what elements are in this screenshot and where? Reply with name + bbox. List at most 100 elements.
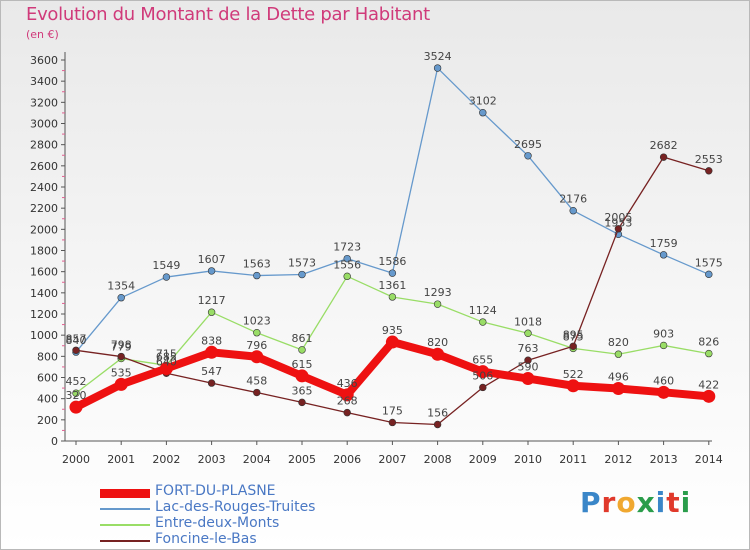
y-tick-label: 2000 [30, 223, 58, 236]
x-tick-label: 2012 [604, 453, 632, 466]
data-label: 1563 [243, 258, 271, 271]
data-label: 875 [563, 330, 584, 343]
data-point [114, 377, 128, 391]
data-label: 838 [201, 334, 222, 347]
x-tick-label: 2013 [650, 453, 678, 466]
chart-subtitle: (en €) [26, 28, 59, 41]
data-label: 496 [608, 371, 629, 384]
x-tick-label: 2008 [424, 453, 452, 466]
data-point [343, 254, 351, 263]
data-point [207, 308, 216, 316]
x-tick-label: 2000 [62, 453, 90, 466]
data-point [388, 418, 397, 427]
data-label: 798 [111, 339, 132, 352]
data-label: 857 [66, 332, 87, 345]
data-label: 1759 [650, 237, 678, 250]
proxiti-logo: Proxiti [580, 486, 691, 519]
data-label: 763 [518, 342, 539, 355]
x-tick-label: 2014 [695, 453, 723, 466]
data-label: 590 [518, 361, 539, 374]
data-point [340, 388, 354, 402]
data-label: 522 [563, 368, 584, 381]
data-point [569, 207, 577, 215]
data-point [479, 383, 487, 392]
data-point [117, 352, 125, 361]
data-label: 779 [111, 341, 132, 354]
data-label: 1607 [198, 253, 226, 266]
data-point [207, 379, 216, 387]
y-tick-label: 1000 [30, 329, 58, 342]
data-label: 156 [427, 406, 448, 419]
data-point [524, 329, 532, 337]
data-label: 820 [608, 336, 629, 349]
logo-letter: P [580, 486, 602, 519]
data-label: 3102 [469, 95, 497, 108]
y-tick-label: 600 [37, 372, 58, 385]
data-label: 268 [337, 395, 358, 408]
data-label: 1575 [695, 256, 723, 269]
data-label: 1549 [152, 259, 180, 272]
data-point [476, 365, 490, 379]
y-tick-label: 3000 [30, 118, 58, 131]
logo-letter: x [636, 486, 656, 519]
data-point [659, 153, 668, 161]
legend-swatch [100, 540, 150, 542]
data-point [162, 273, 171, 281]
data-label: 2682 [650, 139, 678, 152]
data-point [566, 379, 580, 393]
data-point [388, 269, 397, 277]
data-point [253, 388, 261, 397]
data-label: 895 [563, 328, 584, 341]
data-label: 935 [382, 324, 403, 337]
data-point [205, 345, 219, 359]
data-label: 1361 [378, 279, 406, 292]
data-label: 460 [653, 374, 674, 387]
legend-label: Lac-des-Rouges-Truites [155, 499, 316, 515]
data-point [705, 167, 713, 175]
data-point [702, 389, 716, 403]
data-point [524, 152, 532, 160]
y-tick-label: 2600 [30, 160, 58, 173]
data-label: 422 [698, 378, 719, 391]
x-tick-label: 2004 [243, 453, 271, 466]
data-point [433, 300, 442, 308]
data-point [343, 272, 351, 281]
data-label: 458 [246, 375, 267, 388]
data-label: 1723 [333, 241, 361, 254]
data-label: 452 [66, 375, 87, 388]
x-tick-label: 2006 [333, 453, 361, 466]
legend-label: FORT-DU-PLASNE [155, 483, 276, 499]
data-point [431, 347, 445, 361]
data-point [705, 270, 713, 279]
y-tick-label: 3400 [30, 75, 58, 88]
data-point [253, 271, 261, 280]
data-label: 436 [337, 377, 358, 390]
data-label: 1293 [424, 286, 452, 299]
y-tick-label: 3200 [30, 96, 58, 109]
logo-letter: i [655, 486, 667, 519]
data-label: 655 [472, 354, 493, 367]
data-point [521, 372, 535, 386]
data-point [253, 329, 261, 337]
data-point [69, 400, 83, 414]
data-label: 2176 [559, 193, 587, 206]
data-label: 1573 [288, 257, 316, 270]
y-tick-label: 0 [51, 435, 58, 448]
data-label: 2005 [604, 211, 632, 224]
data-point [614, 350, 623, 358]
data-label: 1586 [378, 255, 406, 268]
data-label: 2695 [514, 138, 542, 151]
data-label: 1217 [198, 294, 226, 307]
data-point [611, 382, 625, 396]
data-point [659, 341, 668, 350]
data-label: 547 [201, 365, 222, 378]
data-point [117, 294, 125, 302]
logo-letter: o [616, 486, 637, 519]
data-point [159, 362, 173, 376]
y-tick-label: 400 [37, 393, 58, 406]
data-point [433, 64, 442, 72]
data-point [385, 335, 399, 349]
data-point [433, 420, 442, 429]
